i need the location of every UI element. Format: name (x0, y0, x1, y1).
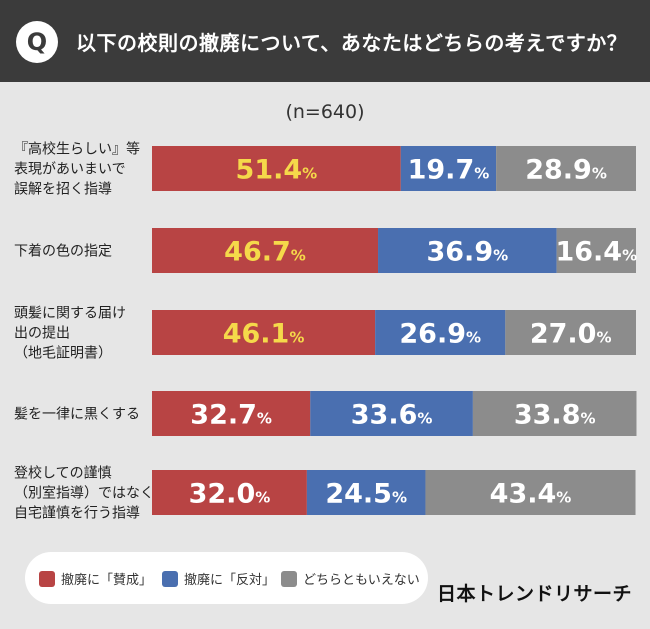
data-label: 32.7% (190, 400, 272, 431)
data-label: 46.1% (223, 319, 305, 350)
sample-size: (n=640) (285, 101, 365, 123)
category-label: 自宅謹慎を行う指導 (14, 506, 140, 522)
category-label: 頭髪に関する届け (14, 306, 126, 322)
category-label: （別室指導）ではなく、 (14, 485, 168, 502)
category-label: 誤解を招く指導 (14, 182, 112, 198)
category-label: 『高校生らしい』等 (14, 141, 140, 158)
legend-label-neither: どちらともいえない (303, 573, 420, 588)
category-label: 下着の色の指定 (14, 243, 112, 260)
data-label: 43.4% (490, 479, 572, 510)
question-text: 以下の校則の撤廃について、あなたはどちらの考えですか？ (76, 31, 628, 55)
data-label: 33.8% (514, 400, 596, 431)
question-badge: Q (16, 21, 58, 63)
category-label: 髪を一律に黒くする (14, 407, 140, 423)
category-label: （地毛証明書） (14, 346, 112, 362)
legend-label-disagree: 撤廃に「反対」 (184, 573, 276, 588)
bar-segment-neither (425, 470, 636, 515)
data-label: 28.9% (525, 155, 607, 186)
bar-segment-neither (556, 228, 636, 273)
legend-swatch-neither (281, 570, 297, 587)
category-label: 登校しての謹慎 (14, 465, 112, 482)
legend-swatch-disagree (162, 570, 178, 587)
legend-item-neither: どちらともいえない (281, 569, 420, 588)
data-label: 33.6% (351, 400, 433, 431)
legend-label-agree: 撤廃に「賛成」 (61, 573, 153, 588)
category-label: 出の提出 (14, 326, 70, 342)
category-label: 表現があいまいで (14, 162, 126, 178)
data-label: 46.7% (224, 237, 306, 268)
bar-segment-neither (496, 146, 636, 191)
legend-item-disagree: 撤廃に「反対」 (162, 569, 275, 588)
data-label: 24.5% (325, 479, 407, 510)
bar-segment-disagree (378, 228, 557, 273)
data-label: 32.0% (189, 479, 271, 510)
data-label: 36.9% (426, 237, 508, 268)
data-label: 19.7% (408, 155, 490, 186)
data-label: 27.0% (530, 319, 612, 350)
bar-segment-agree (152, 470, 307, 515)
bar-segment-disagree (400, 146, 497, 191)
legend-item-agree: 撤廃に「賛成」 (39, 569, 152, 588)
bar-segment-agree (152, 391, 311, 436)
legend-swatch-agree (39, 570, 55, 587)
legend: 撤廃に「賛成」 撤廃に「反対」 どちらともいえない (25, 552, 428, 604)
bar-segment-neither (505, 310, 636, 355)
bar-segment-agree (152, 228, 379, 273)
question-header: Q 以下の校則の撤廃について、あなたはどちらの考えですか？ (0, 0, 650, 82)
bar-segment-agree (152, 310, 376, 355)
bar-segment-disagree (375, 310, 506, 355)
bar-segment-disagree (310, 391, 473, 436)
bar-segment-disagree (306, 470, 426, 515)
data-label: 26.9% (399, 319, 481, 350)
bar-segment-agree (152, 146, 401, 191)
brand-logo: 日本トレンドリサーチ (436, 583, 632, 605)
data-label: 16.4% (555, 237, 637, 268)
bar-segment-neither (472, 391, 637, 436)
data-label: 51.4% (236, 155, 318, 186)
